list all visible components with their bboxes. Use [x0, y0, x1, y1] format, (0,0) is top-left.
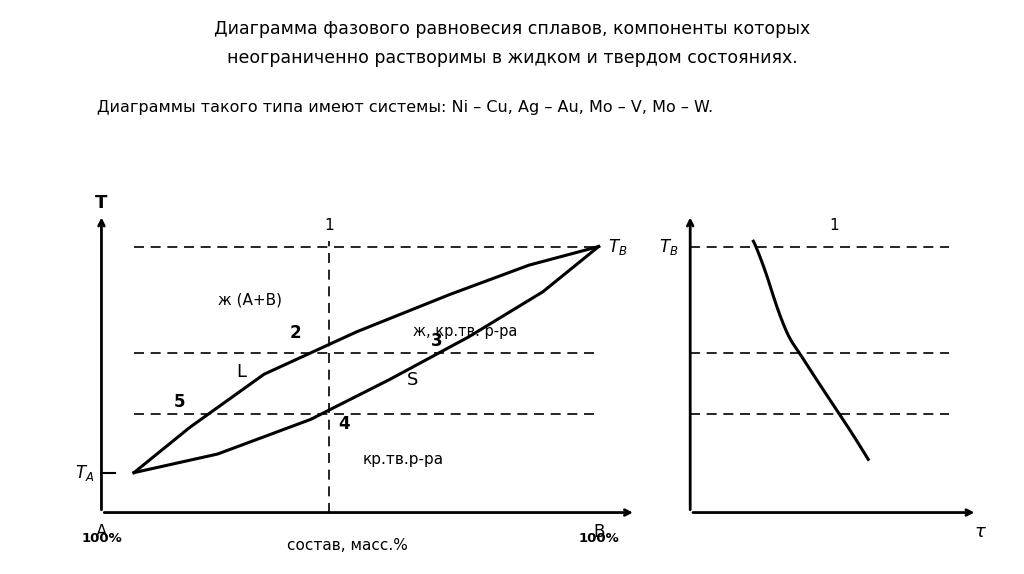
- Text: 1: 1: [829, 218, 839, 233]
- Text: $T_A$: $T_A$: [75, 463, 94, 483]
- Text: состав, масс.%: состав, масс.%: [288, 538, 409, 553]
- Text: 1: 1: [325, 218, 334, 233]
- Text: T: T: [95, 194, 108, 212]
- Text: Диаграмма фазового равновесия сплавов, компоненты которых: Диаграмма фазового равновесия сплавов, к…: [214, 20, 810, 38]
- Text: 100%: 100%: [81, 533, 122, 545]
- Text: $T_B$: $T_B$: [659, 236, 679, 257]
- Text: 2: 2: [290, 324, 301, 342]
- Text: L: L: [236, 363, 246, 381]
- Text: кр.тв.р-ра: кр.тв.р-ра: [362, 452, 444, 467]
- Text: ж (A+B): ж (A+B): [218, 292, 282, 307]
- Text: S: S: [408, 371, 419, 389]
- Text: 100%: 100%: [579, 533, 620, 545]
- Text: неограниченно растворимы в жидком и твердом состояниях.: неограниченно растворимы в жидком и твер…: [226, 49, 798, 67]
- Text: 3: 3: [431, 332, 443, 350]
- Text: ж, кр.тв. р-ра: ж, кр.тв. р-ра: [413, 324, 517, 339]
- Text: $\tau$: $\tau$: [974, 523, 987, 541]
- Text: A: A: [96, 523, 108, 541]
- Text: $T_B$: $T_B$: [608, 236, 628, 257]
- Text: 5: 5: [174, 393, 185, 412]
- Text: Диаграммы такого типа имеют системы: Ni – Cu, Ag – Au, Mo – V, Mo – W.: Диаграммы такого типа имеют системы: Ni …: [97, 100, 714, 115]
- Text: 4: 4: [339, 415, 350, 433]
- Text: B: B: [593, 523, 604, 541]
